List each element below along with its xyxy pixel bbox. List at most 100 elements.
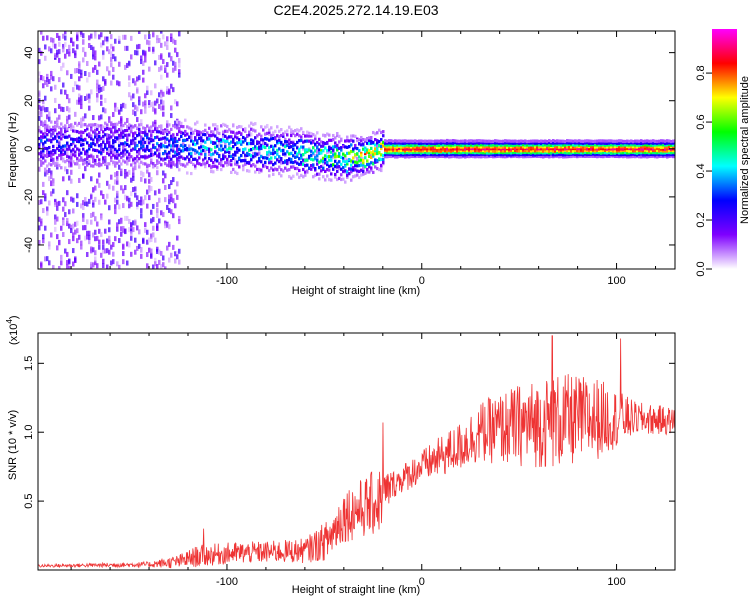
- heatmap-ridge-cell: [82, 142, 85, 147]
- heatmap-cell: [102, 239, 105, 245]
- heatmap-ridge-cell: [472, 141, 475, 146]
- heatmap-ridge-cell: [524, 155, 527, 159]
- heatmap-ridge-cell: [250, 127, 253, 131]
- heatmap-ridge-cell: [144, 149, 147, 153]
- heatmap-ridge-cell: [272, 136, 275, 141]
- heatmap-cell: [156, 202, 159, 208]
- heatmap-cell: [114, 172, 117, 178]
- heatmap-ridge-cell: [634, 151, 637, 155]
- heatmap-ridge-cell: [192, 142, 195, 146]
- heatmap-cell: [164, 266, 167, 269]
- heatmap-ridge-cell: [626, 151, 629, 155]
- heatmap-cell: [160, 65, 163, 71]
- heatmap-ridge-cell: [386, 147, 389, 151]
- heatmap-ridge-cell: [426, 149, 429, 153]
- heatmap-cell: [164, 41, 167, 47]
- heatmap-cell: [158, 54, 161, 60]
- heatmap-ridge-cell: [662, 140, 665, 145]
- heatmap-ridge-cell: [228, 128, 231, 132]
- heatmap-ridge-cell: [548, 151, 551, 155]
- heatmap-cell: [90, 261, 93, 267]
- heatmap-ridge-cell: [408, 149, 411, 153]
- heatmap-cell: [110, 56, 113, 62]
- heatmap-ridge-cell: [408, 155, 411, 159]
- heatmap-ridge-cell: [218, 155, 221, 159]
- heatmap-ridge-cell: [352, 139, 355, 143]
- heatmap-cell: [148, 178, 151, 184]
- heatmap-ridge-cell: [442, 143, 445, 147]
- heatmap-ridge-cell: [604, 145, 607, 149]
- heatmap-ridge-cell: [184, 133, 187, 137]
- heatmap-cell: [160, 90, 163, 96]
- heatmap-cell: [40, 159, 43, 165]
- heatmap-ridge-cell: [292, 130, 295, 134]
- heatmap-ridge-cell: [264, 136, 267, 141]
- heatmap-ridge-cell: [268, 157, 271, 162]
- heatmap-cell: [74, 53, 77, 59]
- heatmap-ridge-cell: [40, 151, 43, 155]
- heatmap-ridge-cell: [524, 143, 527, 147]
- heatmap-ridge-cell: [282, 160, 285, 165]
- heatmap-ridge-cell: [212, 133, 215, 137]
- heatmap-cell: [108, 235, 111, 241]
- heatmap-ridge-cell: [78, 140, 81, 144]
- heatmap-ridge-cell: [386, 143, 389, 147]
- heatmap-ridge-cell: [424, 141, 427, 145]
- heatmap-ridge-cell: [310, 153, 313, 157]
- heatmap-ridge-cell: [100, 126, 103, 130]
- heatmap-cell: [54, 43, 57, 49]
- heatmap-ridge-cell: [658, 151, 661, 155]
- colorbar-tick-label: 0.8: [695, 65, 707, 80]
- x-tick-label: -100: [216, 275, 238, 287]
- heatmap-ridge-cell: [368, 150, 371, 155]
- heatmap-ridge-cell: [248, 160, 251, 165]
- heatmap-ridge-cell: [330, 178, 333, 182]
- heatmap-ridge-cell: [600, 149, 603, 153]
- heatmap-ridge-cell: [426, 141, 429, 146]
- heatmap-ridge-cell: [544, 145, 547, 149]
- heatmap-ridge-cell: [282, 132, 285, 136]
- heatmap-ridge-cell: [384, 141, 387, 145]
- heatmap-ridge-cell: [642, 153, 645, 157]
- heatmap-ridge-cell: [258, 132, 261, 136]
- heatmap-ridge-cell: [666, 147, 669, 151]
- heatmap-ridge-cell: [612, 147, 615, 151]
- heatmap-ridge-cell: [620, 143, 623, 147]
- heatmap-ridge-cell: [270, 126, 273, 130]
- heatmap-cell: [58, 136, 61, 142]
- heatmap-ridge-cell: [588, 139, 591, 143]
- heatmap-ridge-cell: [74, 162, 77, 166]
- heatmap-ridge-cell: [140, 140, 143, 144]
- heatmap-ridge-cell: [350, 138, 353, 142]
- heatmap-ridge-cell: [390, 141, 393, 145]
- heatmap-ridge-cell: [118, 159, 121, 163]
- heatmap-ridge-cell: [226, 136, 229, 140]
- heatmap-ridge-cell: [376, 147, 379, 151]
- heatmap-ridge-cell: [666, 139, 669, 143]
- heatmap-ridge-cell: [370, 135, 373, 140]
- heatmap-cell: [108, 133, 111, 139]
- heatmap-ridge-cell: [454, 139, 457, 143]
- spectrogram-y-axis-label: Frequency (Hz): [7, 112, 19, 188]
- heatmap-ridge-cell: [174, 136, 177, 140]
- heatmap-ridge-cell: [420, 143, 423, 147]
- heatmap-ridge-cell: [642, 149, 645, 153]
- heatmap-ridge-cell: [536, 139, 539, 143]
- heatmap-ridge-cell: [298, 129, 301, 133]
- heatmap-ridge-cell: [548, 139, 551, 143]
- heatmap-cell: [128, 218, 131, 224]
- colorbar-scale: [712, 29, 737, 269]
- heatmap-cell: [148, 40, 151, 46]
- heatmap-ridge-cell: [266, 151, 269, 155]
- heatmap-ridge-cell: [662, 149, 665, 153]
- heatmap-ridge-cell: [536, 147, 539, 151]
- heatmap-ridge-cell: [298, 157, 301, 161]
- heatmap-ridge-cell: [330, 150, 333, 154]
- heatmap-ridge-cell: [240, 125, 243, 129]
- heatmap-ridge-cell: [240, 142, 243, 146]
- heatmap-ridge-cell: [660, 151, 663, 155]
- heatmap-ridge-cell: [640, 155, 643, 159]
- heatmap-cell: [84, 197, 87, 203]
- heatmap-cell: [92, 54, 95, 60]
- heatmap-ridge-cell: [404, 155, 407, 159]
